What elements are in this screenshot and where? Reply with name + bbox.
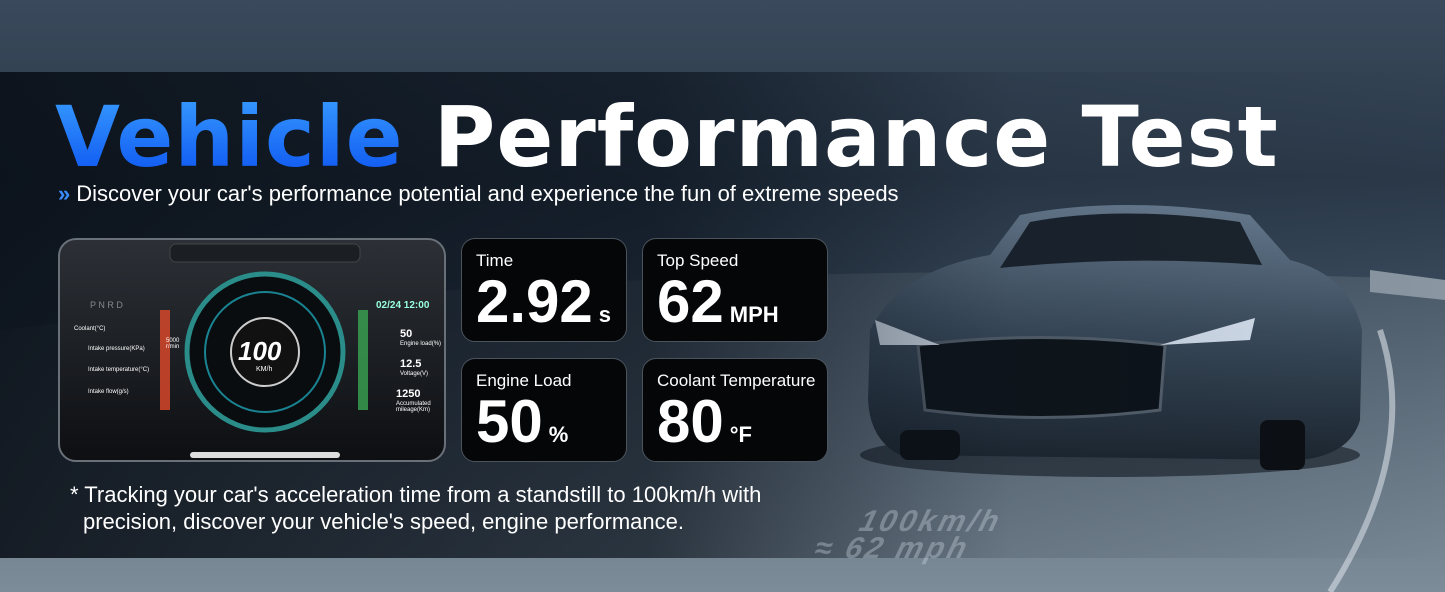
card-unit: % [548, 422, 569, 447]
card-label: Time [476, 251, 514, 270]
title-highlight: Vehicle [55, 88, 404, 186]
chevron-icon: » [58, 181, 71, 206]
left-item: Coolant(°C) [74, 326, 106, 332]
left-item: Intake pressure(KPa) [88, 346, 145, 352]
right-label: Engine load(%) [400, 341, 442, 347]
card-value: 80 [657, 388, 724, 455]
right-label: Accumulated mileage(Km) [396, 401, 431, 413]
speed: 100 [238, 336, 282, 366]
right-value: 50 [400, 328, 413, 340]
card-value: 2.92 [476, 268, 593, 335]
footnote-line: * Tracking your car's acceleration time … [70, 482, 762, 507]
footnote: * Tracking your car's acceleration time … [70, 481, 761, 535]
stat-card: Coolant Temperature 80 °F [642, 358, 828, 462]
subtitle: » Discover your car's performance potenti… [58, 181, 899, 207]
dashboard-graphic [160, 243, 368, 458]
right-value: 1250 [396, 388, 421, 400]
datetime: 02/24 12:00 [376, 300, 430, 311]
card-label: Engine Load [476, 371, 572, 390]
card-unit: °F [729, 422, 752, 447]
rpm: 5000 r/min [166, 338, 180, 350]
left-item: Intake flow(g/s) [88, 389, 129, 395]
card-unit: s [598, 302, 612, 327]
card-unit: MPH [729, 302, 779, 327]
dashboard-image: P N R D 02/24 12:00 100 KM/h 5000 r/min … [58, 238, 446, 462]
right-label: Voltage(V) [400, 371, 429, 377]
stat-card: Time 2.92 s [461, 238, 627, 342]
title-rest: Performance Test [433, 88, 1279, 186]
card-label: Coolant Temperature [657, 371, 816, 390]
speed-unit: KM/h [256, 366, 273, 373]
right-value: 12.5 [400, 358, 422, 370]
card-value: 50 [476, 388, 543, 455]
left-item: Intake temperature(°C) [88, 367, 150, 373]
card-label: Top Speed [657, 251, 739, 270]
stat-card: Top Speed 62 MPH [642, 238, 828, 342]
footnote-line: precision, discover your vehicle's speed… [83, 509, 684, 534]
subtitle-text: Discover your car's performance potentia… [76, 181, 899, 206]
card-value: 62 [657, 268, 724, 335]
gear: P N R D [90, 300, 123, 310]
road-text: ≈ 62 mph [810, 532, 974, 565]
title: Vehicle Performance Test [55, 88, 1279, 186]
stat-card: Engine Load 50% [461, 358, 627, 462]
